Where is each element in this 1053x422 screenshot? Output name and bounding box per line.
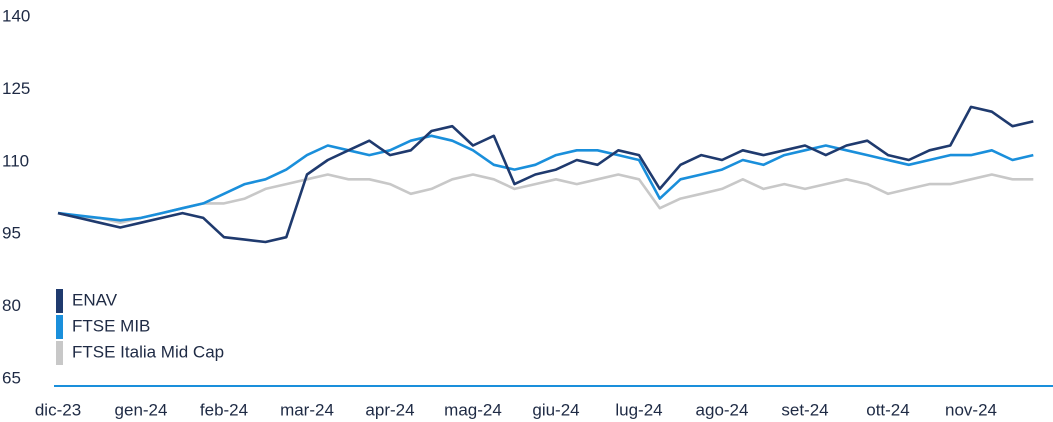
- y-tick-label: 125: [2, 79, 30, 98]
- x-tick-label: mar-24: [280, 400, 334, 419]
- legend-label: FTSE Italia Mid Cap: [72, 342, 224, 361]
- legend-swatch: [56, 341, 63, 365]
- y-tick-label: 65: [2, 368, 21, 387]
- y-tick-label: 110: [2, 151, 29, 170]
- legend-label: FTSE MIB: [72, 316, 150, 335]
- x-tick-label: lug-24: [615, 400, 662, 419]
- x-tick-label: nov-24: [945, 400, 997, 419]
- x-tick-label: gen-24: [115, 400, 168, 419]
- y-tick-label: 140: [2, 6, 30, 25]
- legend-label: ENAV: [72, 290, 118, 309]
- x-tick-label: dic-23: [35, 400, 81, 419]
- x-tick-label: set-24: [781, 400, 828, 419]
- series-line: [57, 173, 1034, 224]
- y-tick-label: 95: [2, 224, 21, 243]
- x-tick-label: feb-24: [200, 400, 248, 419]
- x-tick-label: ago-24: [696, 400, 749, 419]
- legend-swatch: [56, 315, 63, 339]
- series-line: [57, 134, 1034, 222]
- series-line: [57, 105, 1034, 244]
- x-tick-label: apr-24: [365, 400, 414, 419]
- x-tick-label: mag-24: [444, 400, 502, 419]
- y-tick-label: 80: [2, 296, 21, 315]
- x-tick-label: giu-24: [532, 400, 579, 419]
- x-tick-label: ott-24: [866, 400, 909, 419]
- legend-swatch: [56, 289, 63, 313]
